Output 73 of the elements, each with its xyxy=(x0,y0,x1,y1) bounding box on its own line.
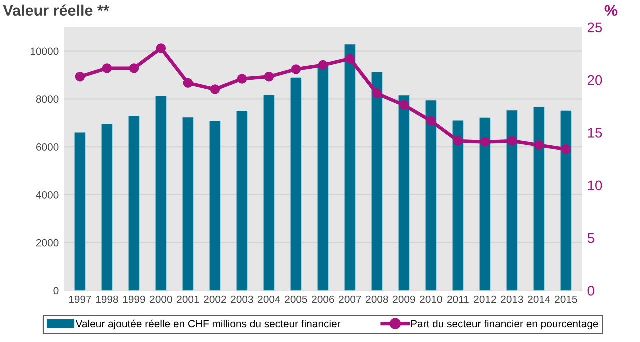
point xyxy=(372,88,382,99)
y2-tick-label: 0 xyxy=(588,286,594,296)
y2-tick-label: 5 xyxy=(588,234,594,244)
point xyxy=(102,64,112,74)
x-tick-label: 2015 xyxy=(555,296,578,304)
point xyxy=(534,140,544,150)
bar xyxy=(128,116,140,291)
x-tick-label: 1997 xyxy=(69,296,92,304)
bar xyxy=(236,111,248,291)
x-tick-label: 2010 xyxy=(420,296,442,304)
point xyxy=(480,137,490,148)
bar xyxy=(398,96,410,291)
y-tick-label: 4000 xyxy=(36,191,59,199)
x-tick-label: 2008 xyxy=(366,296,388,304)
bar xyxy=(372,72,383,291)
legend-label: Part du secteur financier en pourcentage xyxy=(411,320,598,330)
bar xyxy=(290,78,302,291)
legend-label: Valeur ajoutée réelle en CHF millions du secteur financier xyxy=(76,320,341,330)
x-tick-label: 2013 xyxy=(501,296,524,304)
y-tick-label: 6000 xyxy=(36,144,59,151)
point xyxy=(345,54,356,64)
x-tick-label: 1998 xyxy=(96,296,118,304)
x-tick-label: 2000 xyxy=(150,296,172,304)
y-tick-label: 10000 xyxy=(30,48,59,56)
y-tick-label: 2000 xyxy=(36,239,59,247)
point xyxy=(129,64,140,74)
bar xyxy=(480,118,491,291)
point xyxy=(75,72,86,82)
bar xyxy=(74,132,86,291)
bar xyxy=(506,110,518,291)
x-tick-label: 2002 xyxy=(204,296,226,304)
bar xyxy=(156,96,167,291)
point xyxy=(399,100,410,110)
point xyxy=(237,74,248,84)
bar xyxy=(102,124,113,291)
bar xyxy=(344,44,356,291)
x-tick-label: 2009 xyxy=(393,296,416,304)
point xyxy=(291,64,302,74)
x-tick-label: 1999 xyxy=(123,296,146,304)
chart-title: Valeur réelle ** xyxy=(3,4,110,16)
y2-tick-label: 15 xyxy=(588,128,602,138)
bar xyxy=(264,95,275,291)
y-tick-label: 8000 xyxy=(36,96,59,104)
bar xyxy=(182,118,194,291)
x-tick-label: 2007 xyxy=(339,296,362,304)
x-tick-label: 2001 xyxy=(177,296,200,304)
point xyxy=(426,116,436,126)
x-tick-label: 2006 xyxy=(312,296,334,304)
x-tick-label: 2011 xyxy=(448,296,469,304)
x-tick-label: 2003 xyxy=(231,296,254,304)
x-tick-label: 2005 xyxy=(285,296,308,304)
point xyxy=(561,144,572,154)
x-tick-label: 2012 xyxy=(474,296,496,304)
point xyxy=(507,136,518,146)
bar xyxy=(426,100,437,291)
point xyxy=(453,136,464,146)
y2-tick-label: 20 xyxy=(588,75,602,86)
x-tick-label: 2014 xyxy=(528,296,550,304)
y2-tick-label: 25 xyxy=(588,22,602,33)
point xyxy=(156,44,166,54)
point xyxy=(318,60,328,70)
bar xyxy=(534,107,545,291)
point xyxy=(210,84,220,94)
bar xyxy=(318,64,329,291)
y2-tick-label: 10 xyxy=(588,180,602,191)
bar xyxy=(210,121,221,291)
x-tick-label: 2004 xyxy=(258,296,280,304)
y2-axis-title: % xyxy=(604,5,618,16)
y-tick-label: 0 xyxy=(54,287,59,295)
bar xyxy=(452,120,464,291)
point xyxy=(183,78,194,88)
point xyxy=(264,72,274,82)
bar xyxy=(560,110,572,291)
